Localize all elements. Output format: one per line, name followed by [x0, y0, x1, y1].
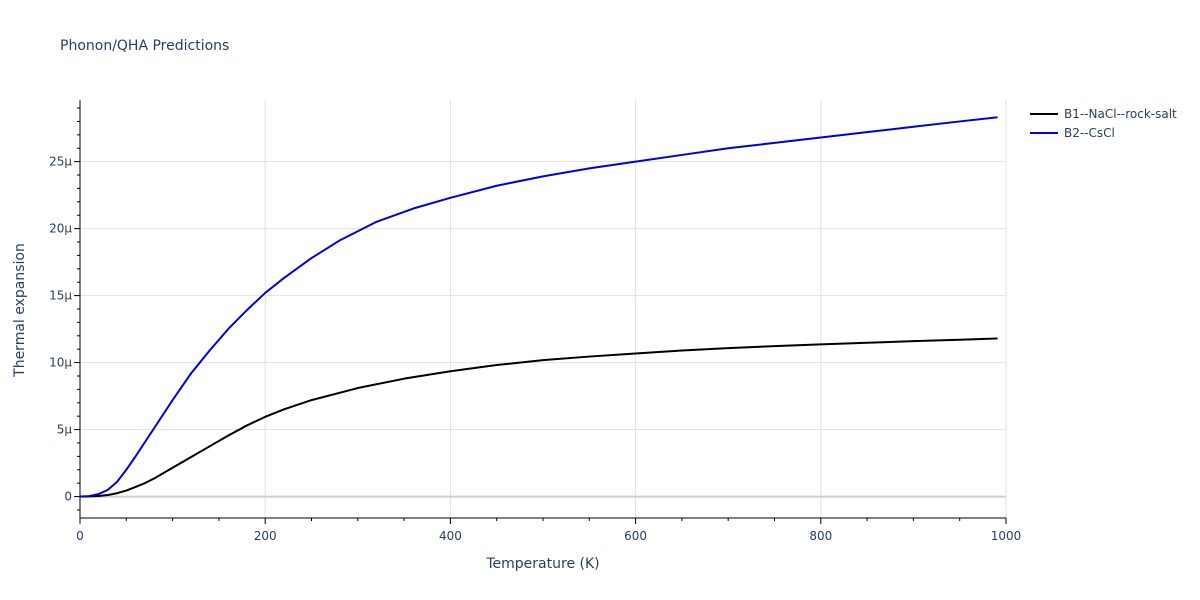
x-axis-title: Temperature (K) [485, 556, 599, 572]
y-axis-title: Thermal expansion [12, 243, 28, 378]
chart-title: Phonon/QHA Predictions [60, 38, 229, 54]
grid-layer [80, 100, 1007, 518]
x-tick-label: 800 [809, 529, 832, 543]
x-tick-label: 1000 [991, 529, 1022, 543]
legend-item[interactable]: B2--CsCl [1030, 126, 1115, 140]
x-tick-label: 0 [76, 529, 84, 543]
series-line-b1-nacl[interactable] [79, 337, 998, 498]
legend-label: B2--CsCl [1064, 126, 1115, 140]
legend[interactable]: B1--NaCl--rock-salt B2--CsCl [1030, 107, 1177, 140]
y-tick-label: 0 [64, 490, 72, 504]
x-tick-label: 200 [254, 529, 277, 543]
legend-item[interactable]: B1--NaCl--rock-salt [1030, 107, 1177, 121]
y-tick-label: 5μ [57, 423, 73, 437]
y-tick-label: 10μ [49, 356, 72, 370]
series-layer [79, 116, 998, 498]
series-line-b2-cscl[interactable] [79, 116, 998, 498]
axes-layer: 0 200 400 600 800 1000 0 5μ 10μ 15μ 20μ 25μ [49, 100, 1021, 543]
y-tick-label: 20μ [49, 222, 72, 236]
x-tick-label: 600 [624, 529, 647, 543]
y-tick-label: 25μ [49, 155, 72, 169]
y-tick-label: 15μ [49, 289, 72, 303]
legend-label: B1--NaCl--rock-salt [1064, 107, 1177, 121]
x-tick-label: 400 [439, 529, 462, 543]
